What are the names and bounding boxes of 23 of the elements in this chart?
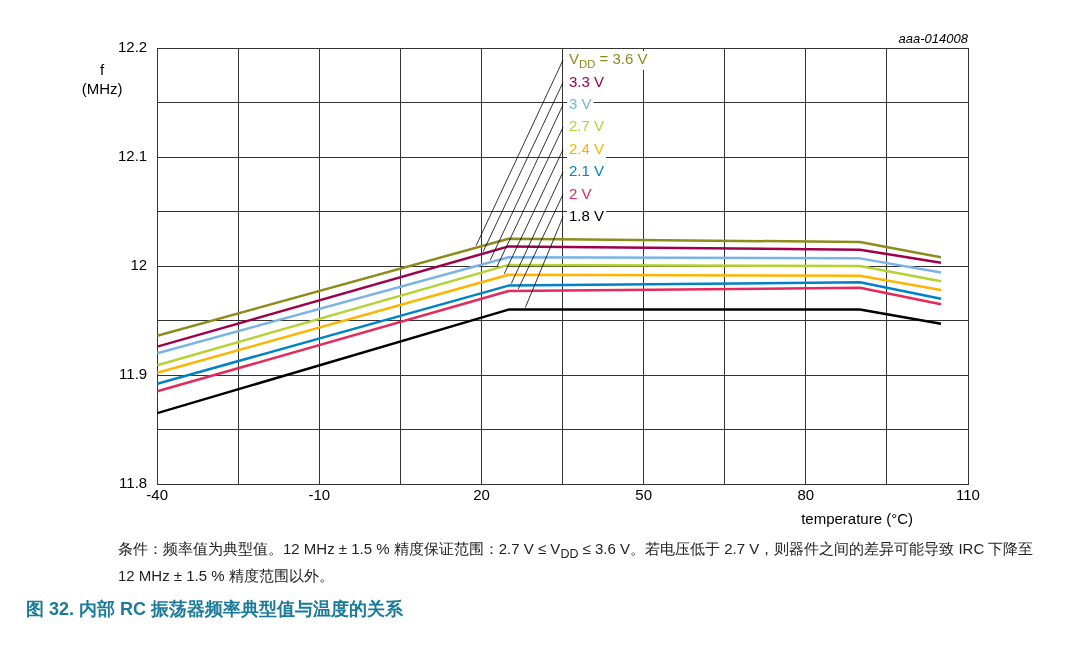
text: 1.8 V [569, 206, 605, 224]
x-tick-label: -40 [146, 486, 169, 504]
text: 2.4 V [569, 139, 605, 157]
y-tick-label: 12.1 [117, 147, 148, 165]
y-axis-title: f (MHz) [81, 60, 123, 97]
x-tick-label: 80 [797, 486, 815, 504]
text: 条件：频率值为典型值。12 MHz ± 1.5 % 精度保证范围：2.7 V ≤ V$_{DD}$ ≤ 3.6 V。若电压低于 2.7 V，则器件之间的差异可能导致 IRC 下降至 12 MHz ± 1.5 % 精度范围以外。 [118, 540, 1034, 584]
text: 2.1 V [569, 162, 605, 180]
text: 3 V [569, 94, 592, 112]
y-tick-label: 11.8 [119, 474, 148, 492]
y-tick-label: 11.9 [119, 365, 148, 383]
y-tick-label: 12.2 [117, 38, 148, 56]
x-tick-label: 110 [956, 486, 980, 504]
x-tick-label: -10 [308, 486, 331, 504]
y-tick-label: 12 [130, 256, 148, 274]
text: 2 V [569, 184, 592, 202]
text: 3.3 V [569, 72, 605, 90]
x-axis-title: temperature (°C) [801, 509, 913, 527]
x-tick-label: 50 [635, 486, 653, 504]
text: aaa-014008 [898, 31, 969, 47]
x-tick-label: 20 [473, 486, 490, 504]
text: 2.7 V [569, 117, 605, 135]
text: 图 32. 内部 RC 振荡器频率典型值与温度的关系 [26, 598, 405, 621]
